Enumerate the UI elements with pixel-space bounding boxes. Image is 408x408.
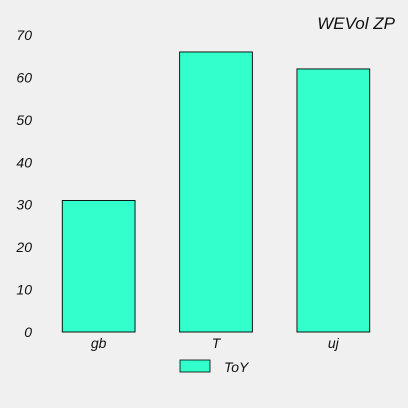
x-tick-label: uj xyxy=(328,335,340,351)
bar xyxy=(179,51,253,333)
bar xyxy=(296,68,371,333)
legend: ToY xyxy=(179,359,250,375)
y-tick-label: 60 xyxy=(16,69,32,85)
y-tick-label: 0 xyxy=(24,324,32,340)
y-tick-label: 10 xyxy=(16,282,32,298)
legend-swatch xyxy=(179,359,211,373)
x-tick-label: T xyxy=(212,335,222,351)
bar xyxy=(61,200,136,333)
y-tick-label: 30 xyxy=(16,197,32,213)
y-tick-label: 70 xyxy=(16,27,32,43)
y-tick-label: 50 xyxy=(16,112,32,128)
y-tick-label: 40 xyxy=(16,154,32,170)
y-tick-label: 20 xyxy=(15,239,32,255)
legend-label: ToY xyxy=(224,359,250,375)
y-axis: 0 10 20 30 40 50 60 70 xyxy=(15,27,32,340)
chart-title: WEVol ZP xyxy=(317,14,395,33)
x-tick-label: gb xyxy=(91,335,107,351)
bar-group xyxy=(61,51,371,333)
